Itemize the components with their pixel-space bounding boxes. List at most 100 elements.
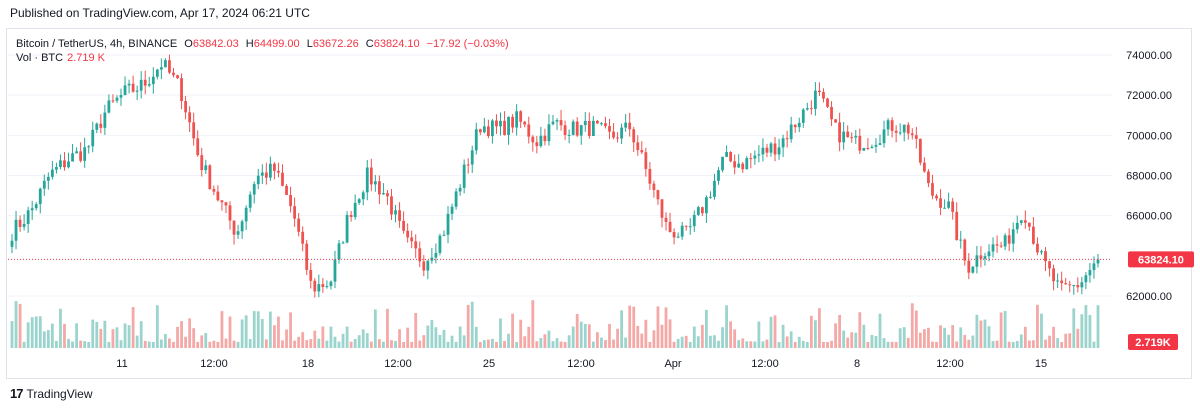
candle-body (777, 147, 781, 155)
candle-body (1080, 282, 1084, 288)
candle-body (345, 214, 349, 243)
candle-body (281, 172, 284, 186)
volume-bar (1044, 339, 1047, 348)
candle-body (834, 119, 837, 123)
candle-body (761, 147, 765, 155)
volume-bar (939, 325, 942, 348)
candle-body (1096, 259, 1100, 264)
candle-body (131, 83, 135, 92)
candle-body (822, 92, 825, 99)
candle-body (220, 200, 224, 203)
volume-bar (115, 327, 119, 348)
volume-bar (458, 326, 462, 348)
volume-bar (394, 340, 397, 348)
volume-bar (773, 315, 777, 348)
volume-bar (660, 324, 664, 348)
tradingview-brand[interactable]: TradingView (26, 386, 93, 401)
volume-bar (749, 341, 753, 348)
x-tick-label: 12:00 (936, 358, 964, 370)
candle-body (914, 135, 918, 139)
volume-bar (1064, 333, 1068, 348)
volume-bar (1080, 314, 1084, 348)
candle-body (583, 120, 587, 126)
candle-body (709, 196, 712, 198)
candle-body (680, 225, 684, 237)
candle-body (1040, 251, 1043, 253)
candle-body (975, 255, 979, 267)
candle-body (216, 191, 220, 201)
volume-label[interactable]: Vol · BTC (16, 52, 64, 64)
volume-bar (1052, 326, 1055, 348)
volume-bar (168, 338, 171, 348)
symbol-title[interactable]: Bitcoin / TetherUS, 4h, BINANCE (16, 38, 178, 50)
candle-body (660, 199, 664, 218)
volume-bar (131, 307, 135, 348)
candle-body (910, 133, 914, 136)
volume-bar (309, 339, 313, 348)
volume-bar (995, 340, 999, 348)
candle-body (301, 231, 305, 244)
volume-bar (107, 341, 111, 348)
volume-bar (71, 341, 74, 348)
candle-body (878, 143, 882, 145)
candle-body (587, 120, 591, 137)
volume-bar (1096, 305, 1100, 348)
volume-bar (519, 319, 523, 348)
volume-bar (289, 312, 292, 348)
volume-bar (632, 306, 636, 348)
candle-body (636, 142, 640, 151)
chart-frame[interactable] (6, 28, 1192, 379)
volume-bar (595, 332, 599, 348)
candle-body (571, 121, 575, 135)
volume-bar (196, 341, 200, 348)
candle-body (684, 225, 688, 227)
candle-body (773, 143, 777, 155)
candle-body (725, 152, 728, 157)
candle-body (353, 202, 357, 218)
candle-body (898, 132, 902, 134)
volume-bar (902, 327, 906, 348)
volume-bar (228, 316, 232, 348)
volume-bar (204, 333, 208, 348)
candle-body (765, 147, 769, 153)
volume-bar (600, 337, 603, 348)
volume-bar (1088, 315, 1092, 348)
volume-bar (139, 321, 143, 348)
volume-bar (793, 341, 797, 348)
candle-body (135, 90, 139, 92)
volume-bar (721, 327, 724, 348)
volume-bar (143, 340, 147, 348)
volume-bar (604, 340, 607, 348)
volume-bar (842, 330, 846, 348)
volume-bar (515, 341, 519, 348)
last-price-label: 63824.10 (1138, 254, 1184, 266)
candle-body (450, 206, 454, 214)
candle-body (63, 160, 66, 168)
candle-body (563, 125, 567, 135)
candle-body (147, 84, 151, 86)
candle-body (717, 170, 720, 181)
volume-bar (151, 341, 155, 348)
volume-bar (696, 336, 700, 348)
volume-bar (834, 323, 837, 348)
candle-body (127, 83, 131, 86)
volume-bar (18, 303, 22, 348)
candle-body (902, 124, 906, 133)
last-volume-tag (1128, 334, 1178, 350)
volume-bar (373, 309, 377, 348)
volume-bar (273, 325, 276, 348)
volume-bar (656, 306, 660, 348)
volume-bar (737, 340, 741, 348)
volume-bar (838, 314, 842, 348)
volume-bar (713, 335, 716, 348)
volume-bar (1068, 333, 1072, 348)
candle-body (495, 120, 498, 127)
close-value: 63824.10 (373, 38, 420, 50)
volume-bar (684, 335, 688, 348)
candle-body (256, 175, 260, 185)
x-tick-label: 18 (302, 358, 314, 370)
volume-bar (874, 336, 878, 348)
x-tick-label: 12:00 (567, 358, 595, 370)
candle-body (337, 243, 341, 260)
